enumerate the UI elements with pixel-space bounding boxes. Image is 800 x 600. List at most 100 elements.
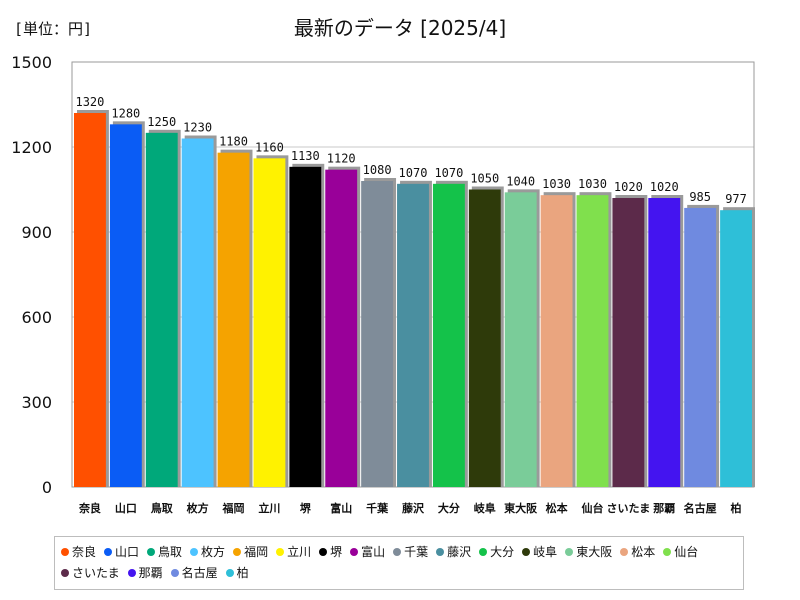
legend: 奈良 山口 鳥取 枚方 福岡 立川 堺 富山 千葉 藤沢 大分 岐阜 東大阪 松本 仙台さいたま 那覇 名古屋 柏 — [54, 536, 744, 590]
legend-marker — [233, 547, 242, 556]
data-label: 1160 — [255, 140, 284, 154]
bar-さいたま — [612, 198, 645, 487]
bar-東大阪 — [504, 192, 537, 488]
bar-千葉 — [361, 181, 394, 487]
data-label: 1080 — [363, 163, 392, 177]
x-tick-label: 山口 — [115, 501, 137, 515]
legend-item: 那覇 — [127, 562, 163, 583]
legend-label: 名古屋 — [181, 566, 218, 580]
legend-item: 立川 — [276, 541, 311, 562]
legend-item: 山口 — [104, 541, 139, 562]
data-label: 1020 — [614, 180, 643, 194]
legend-item: 松本 — [620, 541, 655, 562]
legend-item: 柏 — [225, 562, 249, 583]
data-label: 1070 — [399, 166, 428, 180]
y-tick-label: 0 — [42, 478, 52, 497]
legend-label: 鳥取 — [158, 545, 183, 559]
x-tick-label: 柏 — [731, 501, 742, 515]
legend-label: 岐阜 — [533, 545, 558, 559]
bar-福岡 — [217, 152, 250, 487]
legend-item: 富山 — [350, 541, 385, 562]
legend-label: 那覇 — [138, 566, 163, 580]
data-label: 1280 — [111, 106, 140, 120]
chart-title: 最新のデータ [2025/4] — [293, 16, 507, 40]
x-tick-label: 名古屋 — [684, 501, 717, 515]
legend-label: 藤沢 — [447, 545, 472, 559]
legend-label: さいたま — [72, 566, 120, 580]
data-label: 1040 — [506, 174, 535, 188]
bar-鳥取 — [145, 132, 178, 488]
unit-label: [単位：円] — [14, 20, 93, 38]
data-label: 1130 — [291, 149, 320, 163]
x-tick-label: 福岡 — [222, 501, 245, 515]
y-tick-label: 300 — [21, 393, 52, 412]
bar-堺 — [289, 166, 322, 488]
y-tick-label: 1200 — [11, 138, 52, 157]
x-tick-label: 松本 — [546, 501, 568, 515]
x-tick-label: 藤沢 — [402, 501, 425, 515]
data-label: 1030 — [578, 177, 607, 191]
legend-item: 岐阜 — [522, 541, 557, 562]
bar-富山 — [325, 169, 358, 487]
x-tick-label: 枚方 — [187, 501, 209, 515]
legend-marker — [350, 547, 359, 556]
legend-item: 名古屋 — [170, 562, 218, 583]
bar-那覇 — [648, 198, 681, 487]
legend-item: さいたま — [61, 562, 120, 583]
legend-marker — [663, 547, 672, 556]
legend-marker — [225, 568, 234, 577]
legend-marker — [61, 568, 69, 577]
legend-item: 福岡 — [233, 541, 268, 562]
data-label: 1320 — [75, 95, 104, 109]
legend-marker — [147, 547, 156, 556]
data-label: 977 — [725, 192, 747, 206]
bar-岐阜 — [468, 189, 501, 487]
legend-item: 東大阪 — [565, 541, 612, 562]
x-tick-label: 東大阪 — [504, 501, 538, 515]
legend-label: 福岡 — [244, 545, 269, 559]
legend-marker — [620, 547, 629, 556]
legend-label: 堺 — [330, 545, 343, 559]
legend-label: 柏 — [236, 566, 249, 580]
x-tick-label: 那覇 — [653, 502, 675, 515]
data-label: 1030 — [542, 177, 571, 191]
legend-marker — [127, 568, 136, 577]
bar-立川 — [253, 158, 286, 488]
data-label: 1180 — [219, 135, 248, 149]
legend-marker — [190, 547, 199, 556]
legend-marker — [61, 547, 69, 556]
data-label: 1020 — [650, 180, 679, 194]
data-label: 1050 — [470, 172, 499, 186]
x-tick-label: 大分 — [438, 501, 460, 515]
x-tick-label: 堺 — [300, 501, 312, 515]
x-tick-label: さいたま — [607, 502, 651, 515]
legend-marker — [393, 547, 402, 556]
legend-item: 千葉 — [393, 541, 428, 562]
legend-item: 鳥取 — [147, 541, 182, 562]
x-tick-label: 鳥取 — [151, 501, 173, 515]
legend-label: 仙台 — [674, 545, 699, 559]
data-label: 1230 — [183, 121, 212, 135]
bar-名古屋 — [684, 207, 717, 487]
legend-item: 枚方 — [190, 541, 225, 562]
legend-item: 仙台 — [663, 541, 698, 562]
bar-仙台 — [576, 195, 609, 487]
legend-marker — [319, 547, 328, 556]
legend-label: 奈良 — [72, 545, 97, 559]
legend-label: 千葉 — [404, 545, 429, 559]
bar-大分 — [432, 183, 465, 488]
x-tick-label: 仙台 — [581, 501, 603, 515]
legend-item: 大分 — [479, 541, 514, 562]
legend-item: 藤沢 — [436, 541, 471, 562]
legend-label: 立川 — [287, 545, 312, 559]
legend-marker — [104, 547, 113, 556]
bar-藤沢 — [397, 183, 429, 488]
legend-marker — [170, 568, 179, 577]
x-tick-label: 岐阜 — [474, 501, 496, 515]
y-tick-label: 1500 — [11, 53, 52, 72]
x-tick-label: 千葉 — [366, 501, 389, 515]
data-label: 1070 — [434, 166, 463, 180]
x-tick-label: 富山 — [330, 501, 352, 515]
legend-marker — [276, 547, 285, 556]
